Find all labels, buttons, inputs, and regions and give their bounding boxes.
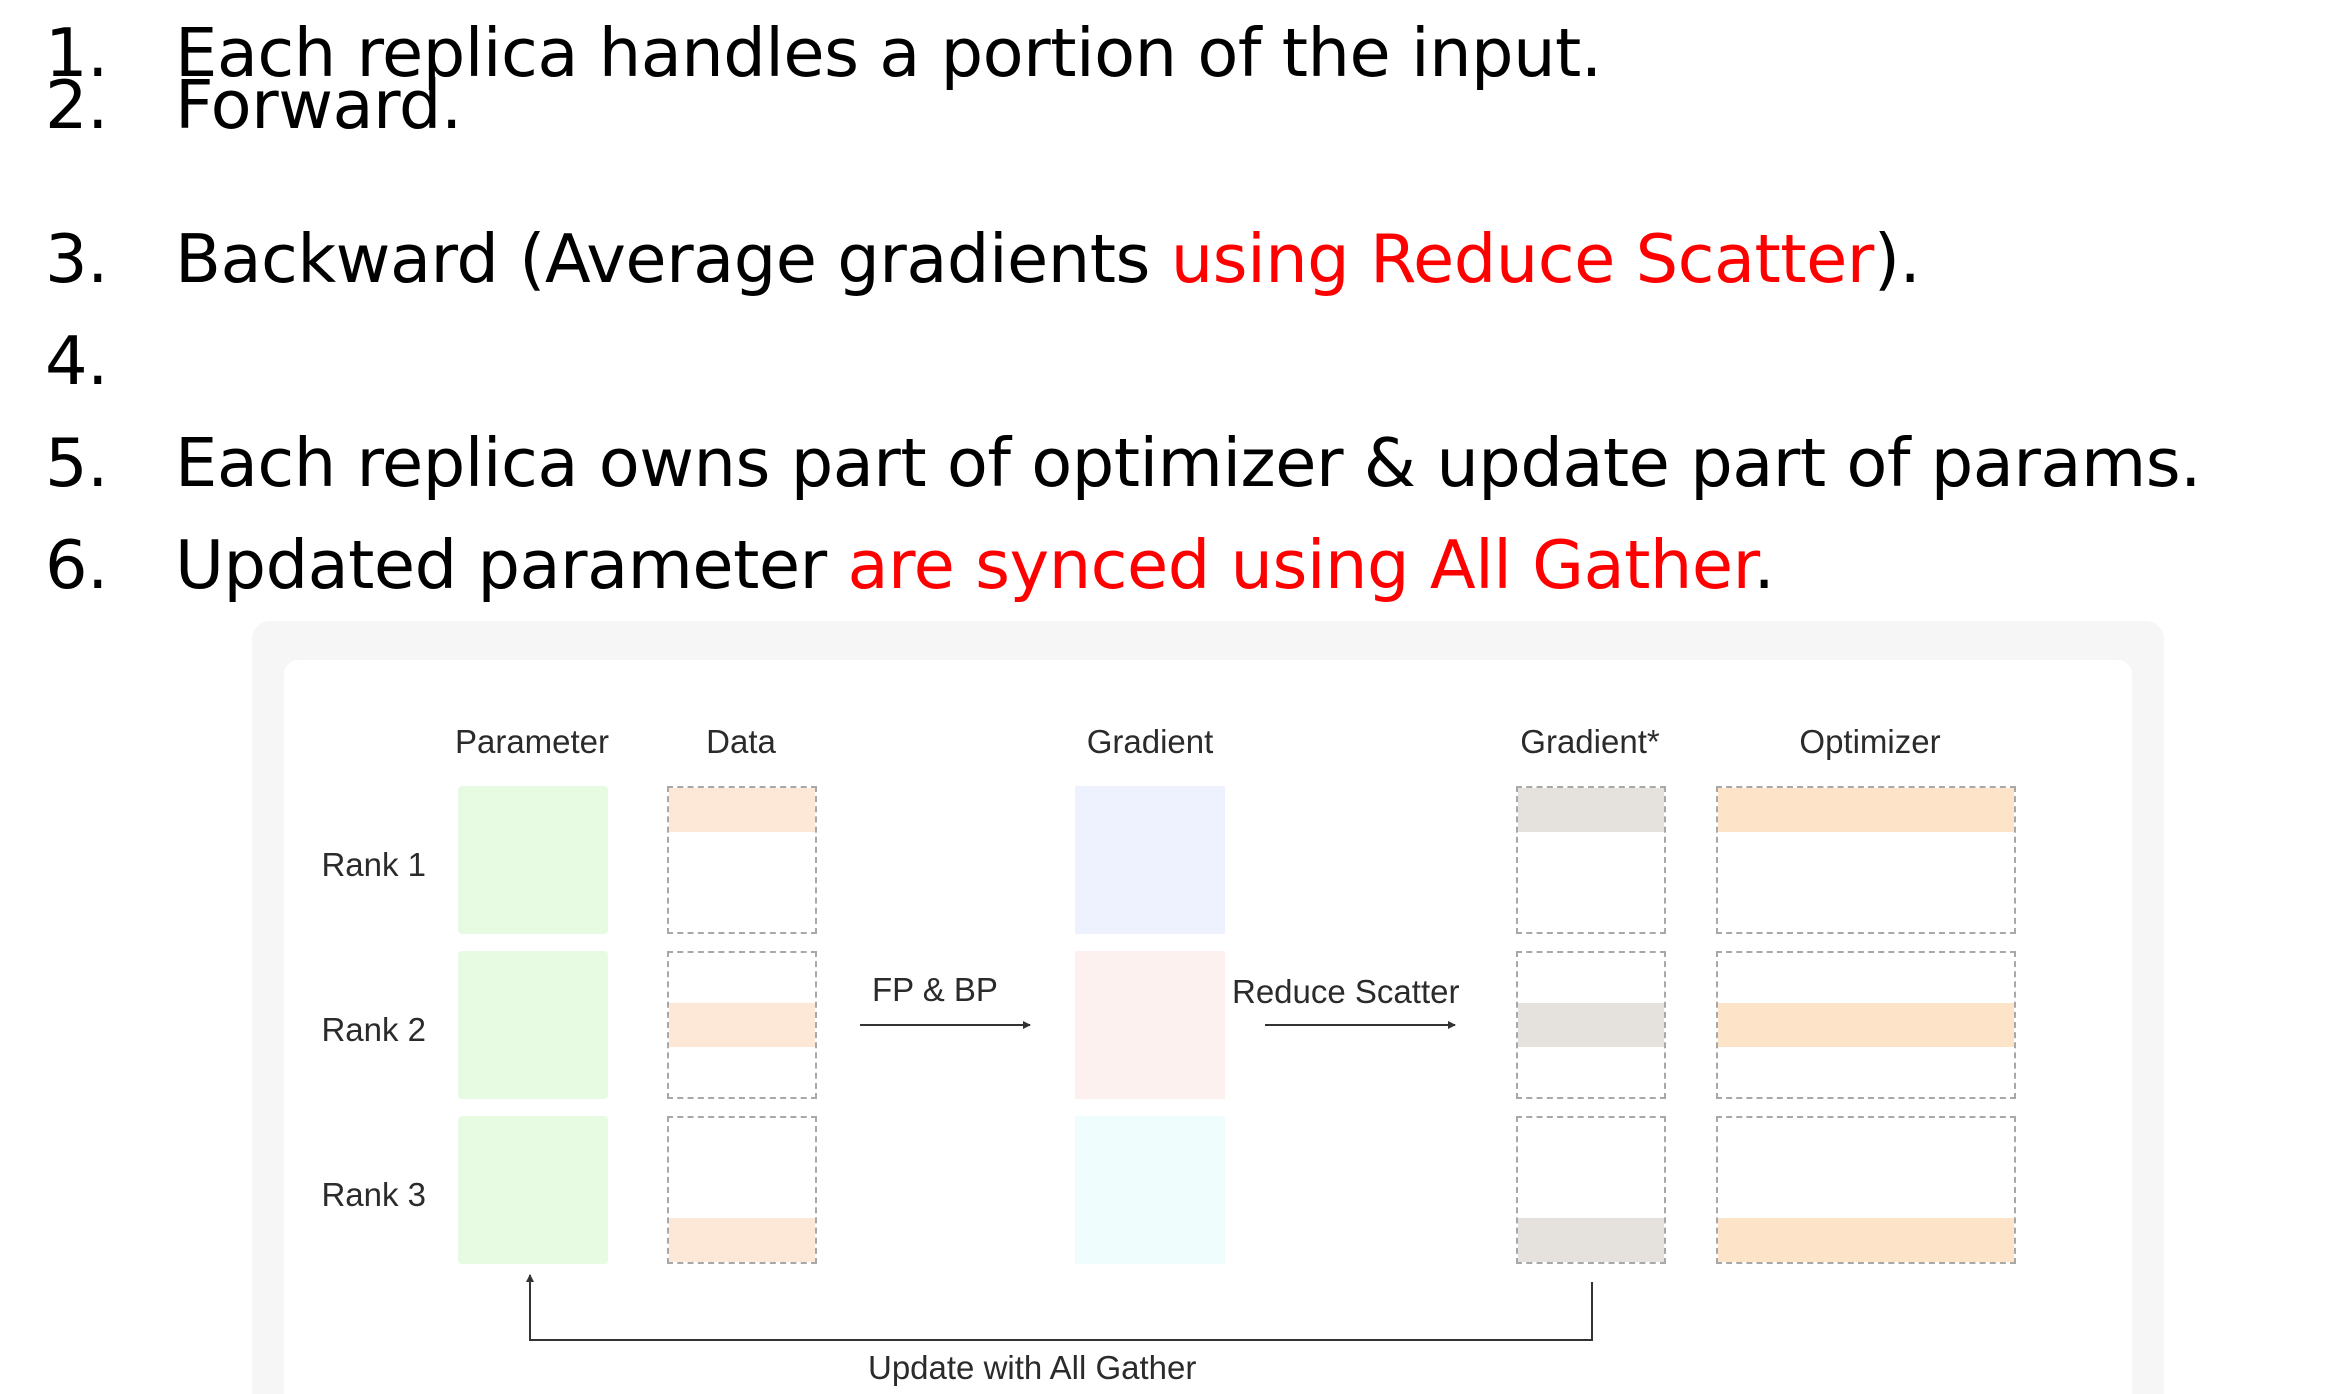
- step-text-highlight: using Reduce Scatter: [1170, 220, 1875, 298]
- optimizer-block-rank-2: [1716, 951, 2016, 1099]
- gradient-star-block-rank-1: [1516, 786, 1666, 934]
- step-text: Each replica handles a portion of the in…: [175, 2, 1602, 104]
- data-block-rank-2: [667, 951, 817, 1099]
- step-text: Backward (Average gradients using Reduce…: [175, 208, 1921, 310]
- data-shard: [669, 1003, 815, 1047]
- column-header-data: Data: [706, 723, 776, 760]
- arrow-label-reduce-scatter: Reduce Scatter: [1232, 973, 1460, 1010]
- step-text-part: .: [1753, 526, 1775, 604]
- data-shard: [669, 788, 815, 832]
- step-text: Updated parameter are synced using All G…: [175, 514, 1775, 616]
- column-header-gradient: Gradient: [1086, 723, 1214, 760]
- gradient-star-block-rank-2: [1516, 951, 1666, 1099]
- optimizer-shard: [1718, 1218, 2014, 1262]
- step-number: 5.: [45, 424, 108, 502]
- gradient-star-block-rank-3: [1516, 1116, 1666, 1264]
- row-label-rank-1: Rank 1: [321, 846, 426, 883]
- step-text: Forward.: [175, 54, 462, 156]
- column-header-optimizer: Optimizer: [1799, 723, 1941, 760]
- data-block-rank-1: [667, 786, 817, 934]
- step-text-part: ).: [1873, 220, 1921, 298]
- arrow-label-all-gather: Update with All Gather: [868, 1349, 1197, 1386]
- parameter-block-rank-1: [458, 786, 608, 934]
- optimizer-shard: [1718, 788, 2014, 832]
- optimizer-block-rank-1: [1716, 786, 2016, 934]
- row-label-rank-3: Rank 3: [321, 1176, 426, 1213]
- step-number: 2.: [45, 66, 108, 144]
- parameter-block-rank-2: [458, 951, 608, 1099]
- column-header-gradient-star: Gradient*: [1520, 723, 1660, 760]
- step-text-part: Backward (Average gradients: [175, 220, 1171, 298]
- gradient-block-rank-3: [1075, 1116, 1225, 1264]
- gradient-block-rank-2: [1075, 951, 1225, 1099]
- gradient-shard: [1518, 1218, 1664, 1262]
- step-number: 3.: [45, 220, 108, 298]
- gradient-shard: [1518, 788, 1664, 832]
- row-label-rank-2: Rank 2: [321, 1011, 426, 1048]
- step-number: 4.: [45, 322, 108, 400]
- step-text-part: Updated parameter: [175, 526, 848, 604]
- data-shard: [669, 1218, 815, 1262]
- gradient-block-rank-1: [1075, 786, 1225, 934]
- column-header-parameter: Parameter: [454, 723, 610, 760]
- step-number: 6.: [45, 526, 108, 604]
- step-number: 1.: [45, 14, 108, 92]
- step-text-part: Forward.: [175, 66, 462, 144]
- step-text-highlight: are synced using All Gather: [847, 526, 1754, 604]
- arrow-label-fp-bp: FP & BP: [872, 971, 998, 1008]
- optimizer-shard: [1718, 1003, 2014, 1047]
- step-text-part: Each replica handles a portion of the in…: [175, 14, 1602, 92]
- step-text-part: Each replica owns part of optimizer & up…: [175, 424, 2201, 502]
- step-text: Each replica owns part of optimizer & up…: [175, 412, 2201, 514]
- gradient-shard: [1518, 1003, 1664, 1047]
- optimizer-block-rank-3: [1716, 1116, 2016, 1264]
- parameter-block-rank-3: [458, 1116, 608, 1264]
- data-block-rank-3: [667, 1116, 817, 1264]
